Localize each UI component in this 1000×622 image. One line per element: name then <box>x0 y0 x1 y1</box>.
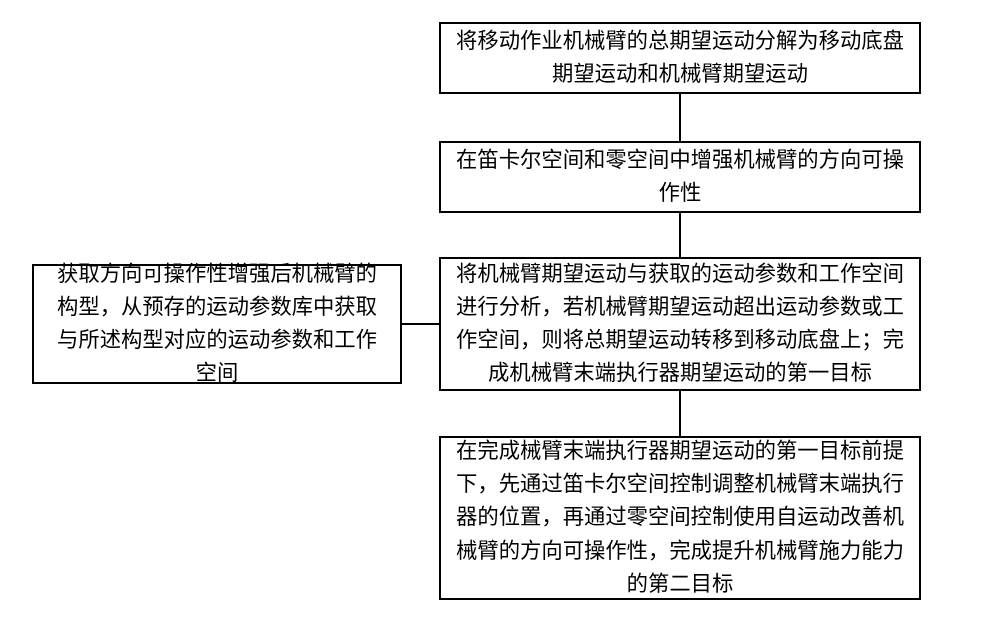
flow-node-text: 将移动作业机械臂的总期望运动分解为移动底盘期望运动和机械臂期望运动 <box>455 25 905 91</box>
flow-node-text: 获取方向可操作性增强后机械臂的构型，从预存的运动参数库中获取与所述构型对应的运动… <box>48 258 386 390</box>
flow-node-side: 获取方向可操作性增强后机械臂的构型，从预存的运动参数库中获取与所述构型对应的运动… <box>32 264 402 384</box>
flow-node-step4: 在完成械臂末端执行器期望运动的第一目标前提下，先通过笛卡尔空间控制调整机械臂末端… <box>439 436 921 600</box>
flow-node-step1: 将移动作业机械臂的总期望运动分解为移动底盘期望运动和机械臂期望运动 <box>439 22 921 94</box>
flow-node-text: 在完成械臂末端执行器期望运动的第一目标前提下，先通过笛卡尔空间控制调整机械臂末端… <box>455 435 905 600</box>
flowchart-canvas: 将移动作业机械臂的总期望运动分解为移动底盘期望运动和机械臂期望运动 在笛卡尔空间… <box>0 0 1000 622</box>
flow-node-text: 将机械臂期望运动与获取的运动参数和工作空间进行分析，若机械臂期望运动超出运动参数… <box>455 258 905 390</box>
flow-node-step2: 在笛卡尔空间和零空间中增强机械臂的方向可操作性 <box>439 141 921 213</box>
flow-node-text: 在笛卡尔空间和零空间中增强机械臂的方向可操作性 <box>455 144 905 210</box>
flow-node-step3: 将机械臂期望运动与获取的运动参数和工作空间进行分析，若机械臂期望运动超出运动参数… <box>439 257 921 391</box>
